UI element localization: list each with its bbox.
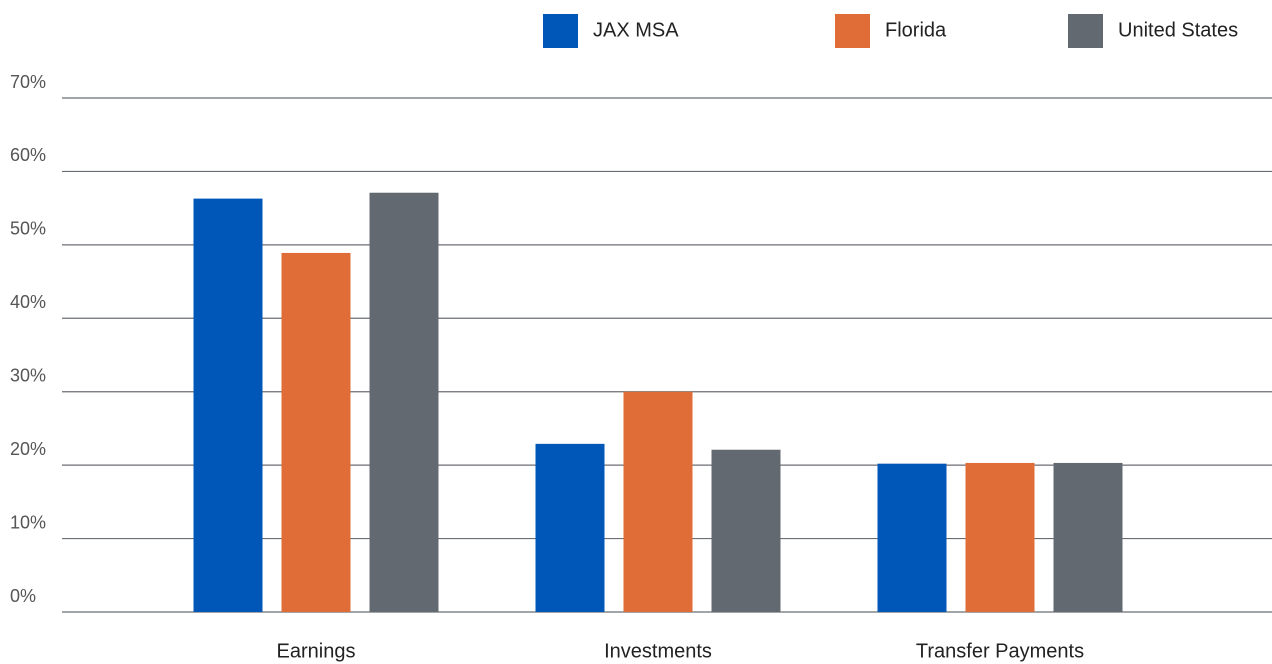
- legend-label: JAX MSA: [593, 19, 679, 41]
- y-tick-label: 20%: [10, 439, 46, 459]
- bar: [623, 391, 693, 612]
- y-tick-label: 40%: [10, 292, 46, 312]
- bar: [281, 252, 351, 613]
- y-tick-label: 70%: [10, 72, 46, 92]
- bar: [1053, 462, 1123, 612]
- x-tick-label: Investments: [604, 640, 712, 662]
- legend-label: Florida: [885, 19, 947, 41]
- bar: [877, 463, 947, 612]
- bar: [535, 443, 605, 612]
- y-tick-label: 30%: [10, 365, 46, 385]
- y-tick-label: 60%: [10, 145, 46, 165]
- bar: [711, 449, 781, 612]
- y-tick-label: 50%: [10, 219, 46, 239]
- legend-label: United States: [1118, 19, 1238, 41]
- bar: [369, 192, 439, 613]
- y-tick-label: 10%: [10, 512, 46, 532]
- x-tick-label: Earnings: [277, 640, 356, 662]
- bar: [965, 462, 1035, 612]
- x-tick-label: Transfer Payments: [916, 640, 1084, 662]
- legend-swatch: [835, 14, 870, 48]
- y-tick-label: 0%: [10, 586, 36, 606]
- legend-swatch: [543, 14, 578, 48]
- legend-swatch: [1068, 14, 1103, 48]
- bar: [193, 198, 263, 612]
